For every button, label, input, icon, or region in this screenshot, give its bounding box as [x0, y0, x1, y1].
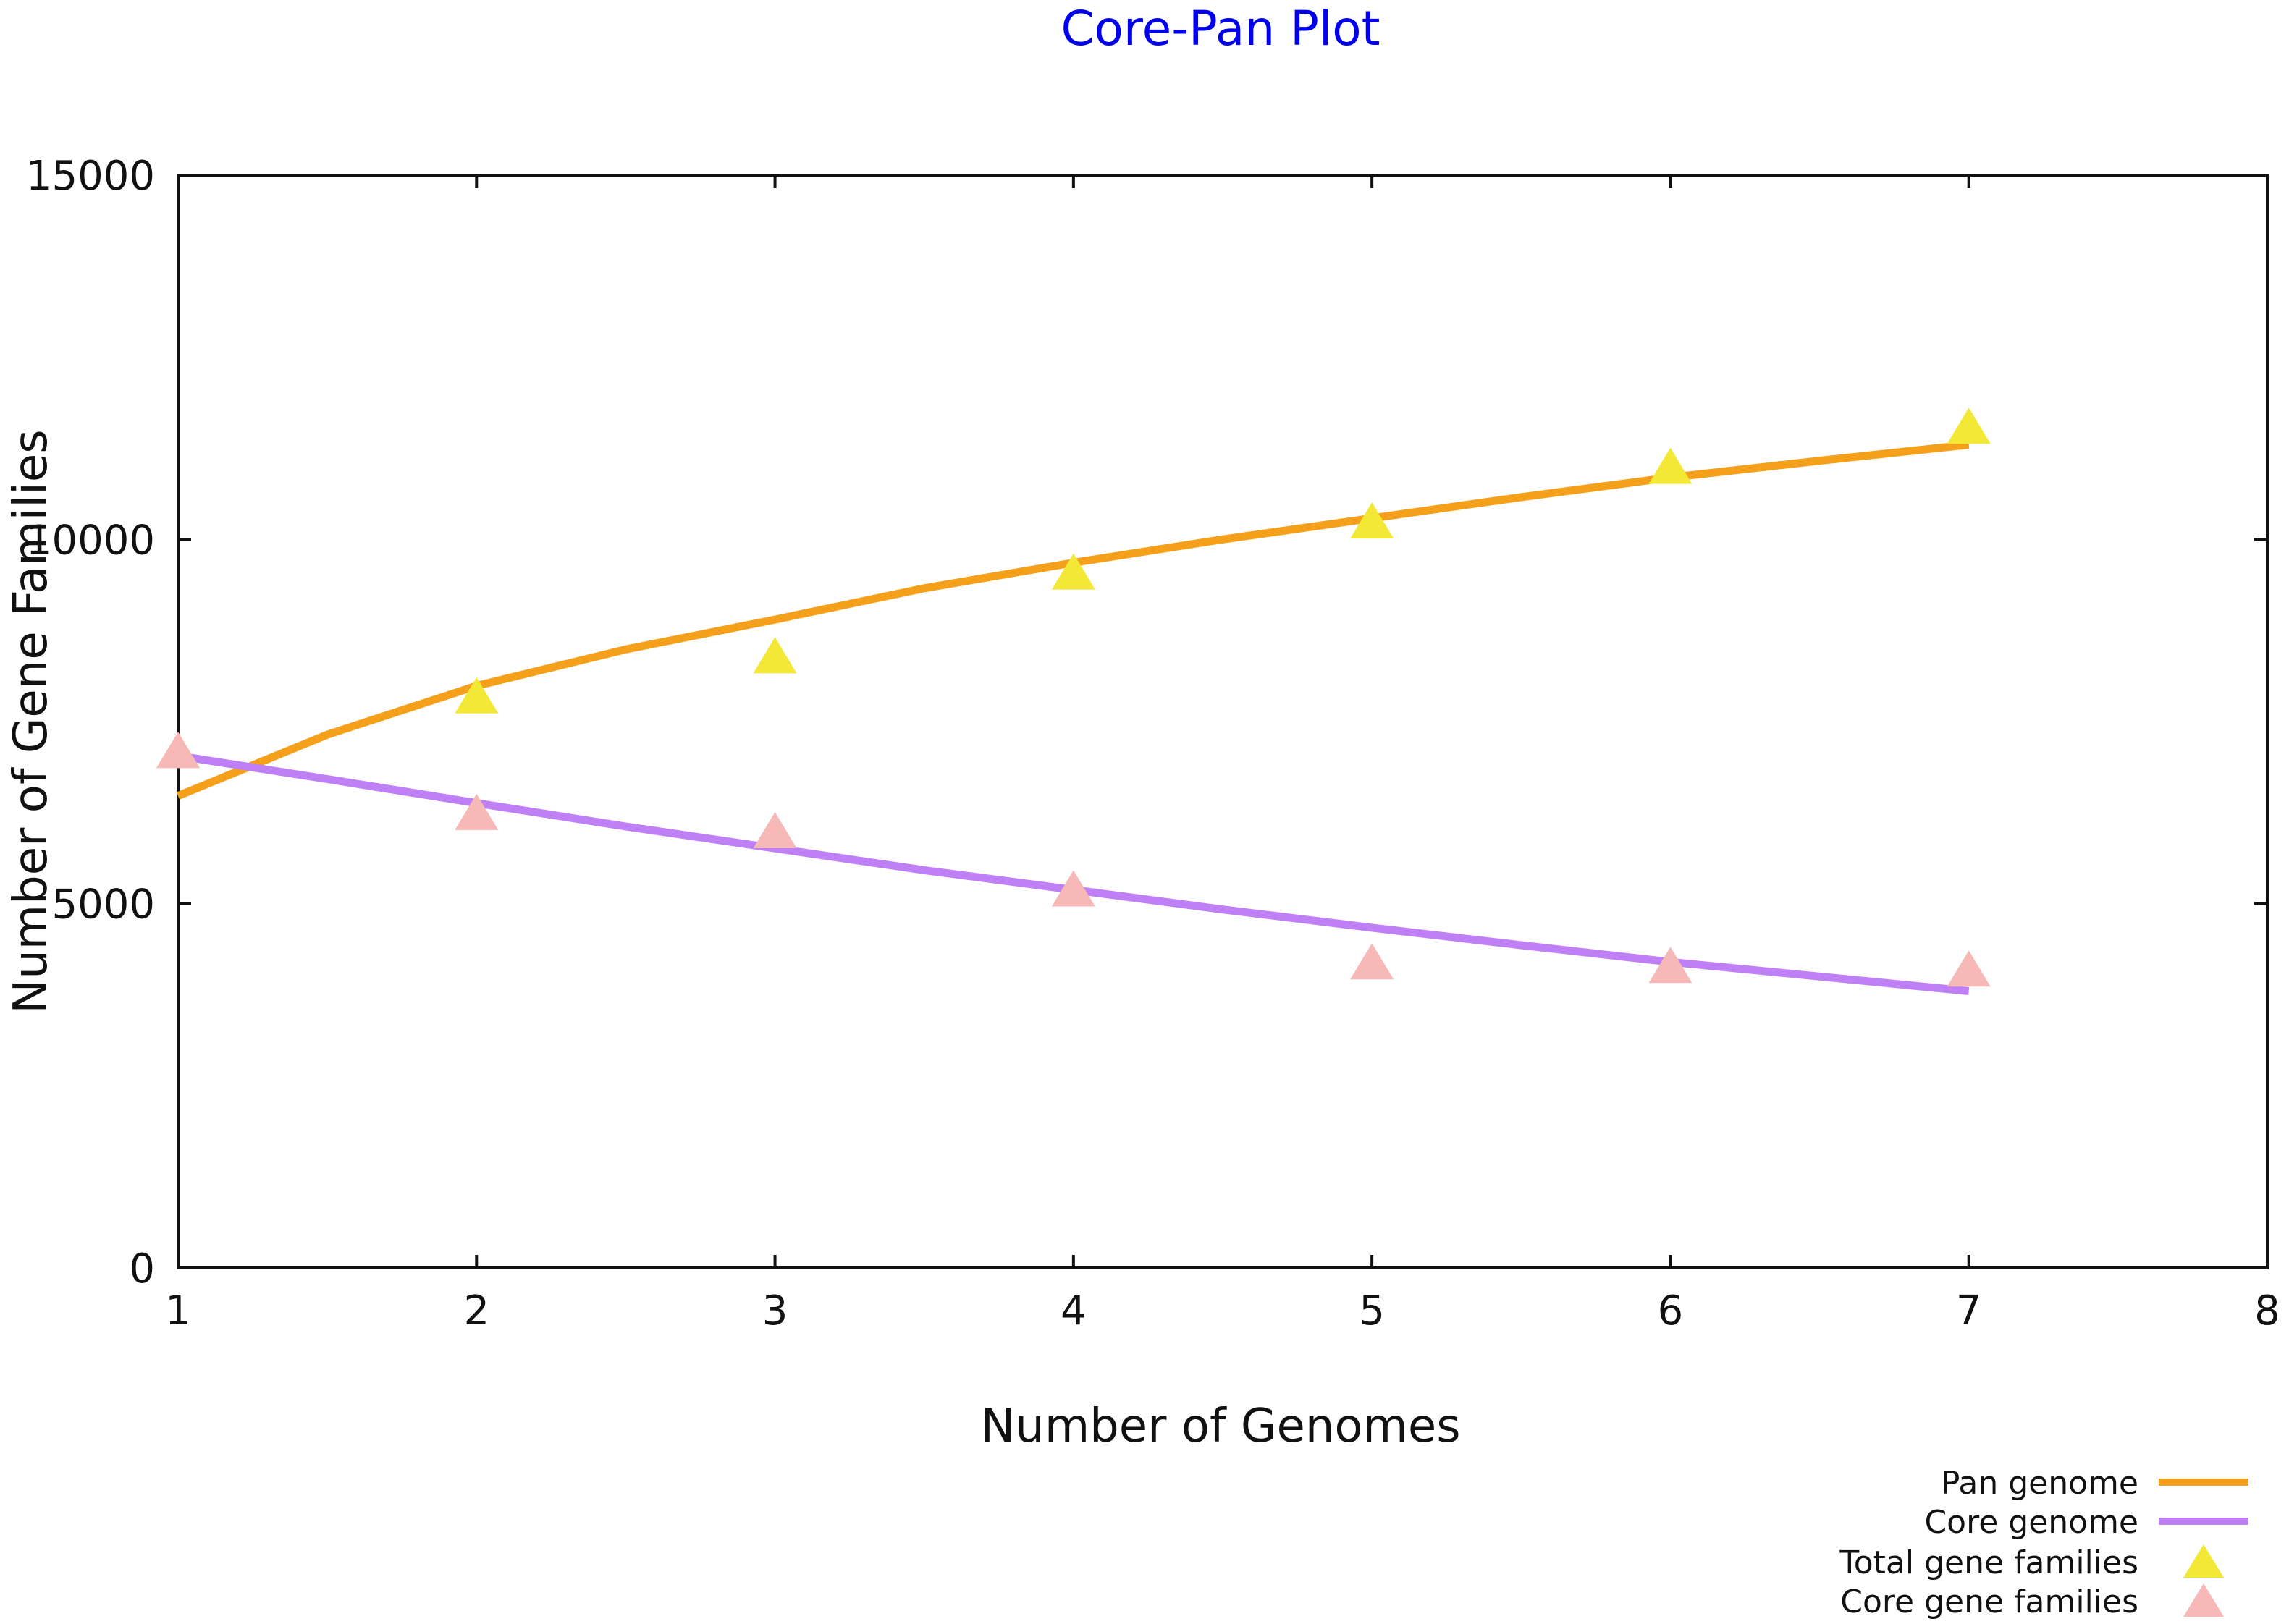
x-tick-label: 4 [1061, 1287, 1087, 1335]
markers-layer [156, 407, 1991, 987]
x-tick-label: 1 [165, 1287, 191, 1335]
core-gene-families-marker [1350, 943, 1394, 980]
axis-ticks: 1 2 3 4 5 6 7 8 0 5000 10000 15000 [26, 153, 2280, 1335]
plot-frame [177, 174, 2269, 1269]
chart-title: Core-Pan Plot [1061, 1, 1380, 56]
y-tick-label: 0 [129, 1246, 155, 1293]
x-tick-label: 8 [2254, 1287, 2280, 1335]
x-tick-label: 7 [1956, 1287, 1982, 1335]
core-gene-families-marker [1051, 870, 1095, 907]
legend-swatch-total-gene-families [2183, 1544, 2224, 1578]
legend-swatch-core-gene-families [2183, 1583, 2224, 1617]
x-tick-label: 6 [1658, 1287, 1684, 1335]
series-layer [176, 441, 1970, 995]
legend: Pan genome Core genome Total gene famili… [1839, 1465, 2248, 1620]
total-gene-families-marker [1350, 502, 1394, 539]
legend-label-pan-genome: Pan genome [1941, 1465, 2138, 1502]
y-tick-label: 5000 [51, 881, 155, 929]
legend-label-total-gene-families: Total gene families [1839, 1544, 2138, 1581]
core-gene-families-marker [753, 812, 797, 848]
pan-genome-line [176, 441, 1970, 800]
y-tick-label: 15000 [26, 153, 155, 200]
x-tick-label: 2 [463, 1287, 489, 1335]
total-gene-families-marker [753, 637, 797, 674]
legend-label-core-gene-families: Core gene families [1840, 1583, 2138, 1620]
x-tick-label: 3 [762, 1287, 788, 1335]
y-axis-label: Number of Gene Families [4, 429, 58, 1013]
y-tick-label: 10000 [26, 517, 155, 564]
legend-label-core-genome: Core genome [1924, 1504, 2138, 1541]
total-gene-families-marker [1051, 553, 1095, 590]
core-gene-families-marker [455, 793, 499, 830]
core-gene-families-marker [1947, 950, 1991, 987]
total-gene-families-marker [1947, 407, 1991, 444]
x-tick-label: 5 [1359, 1287, 1385, 1335]
total-gene-families-marker [455, 677, 499, 714]
core-gene-families-marker [1648, 947, 1692, 984]
x-axis-label: Number of Genomes [980, 1400, 1460, 1453]
total-gene-families-marker [1648, 447, 1692, 484]
core-gene-families-marker [156, 732, 200, 769]
